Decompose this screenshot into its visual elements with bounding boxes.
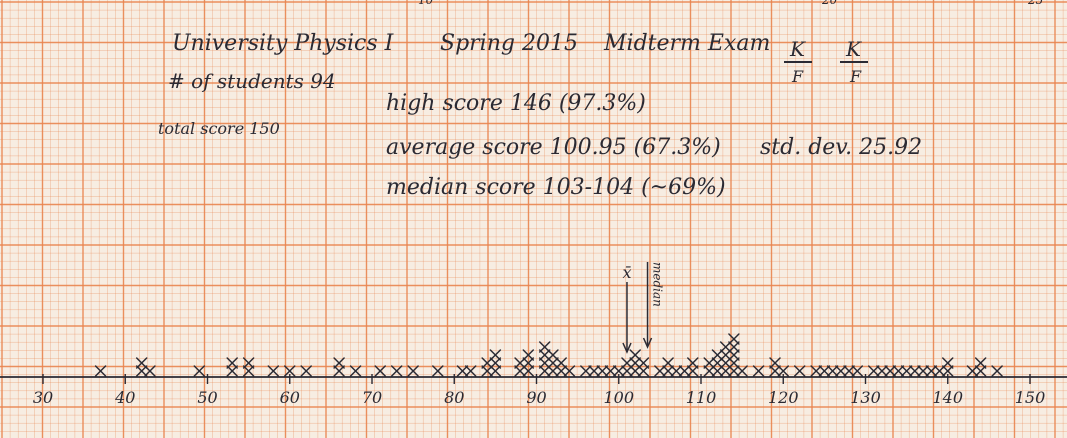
x-tick-label: 140 xyxy=(932,388,963,407)
x-tick-label: 110 xyxy=(686,388,717,407)
student-count: # of students 94 xyxy=(168,69,336,93)
total-score: total score 150 xyxy=(158,119,280,138)
fraction-right-denominator: F xyxy=(849,67,862,86)
top-tick-label-25: 25 xyxy=(1027,0,1043,7)
std-dev: std. dev. 25.92 xyxy=(760,135,922,160)
x-tick-label: 150 xyxy=(1015,388,1046,407)
top-tick-label-20: 20 xyxy=(821,0,838,7)
high-score: high score 146 (97.3%) xyxy=(386,91,646,116)
x-tick-label: 50 xyxy=(197,388,217,407)
mean-label: x̄ xyxy=(622,263,631,282)
average-score: average score 100.95 (67.3%) xyxy=(386,135,721,160)
fraction-left-denominator: F xyxy=(791,67,804,86)
course-title: University Physics I xyxy=(172,31,395,56)
median-score: median score 103-104 (~69%) xyxy=(386,175,726,200)
top-tick-label-10: 10 xyxy=(418,0,434,7)
x-tick-label: 130 xyxy=(850,388,881,407)
x-tick-label: 100 xyxy=(603,388,634,407)
x-tick-label: 40 xyxy=(114,388,135,407)
x-tick-label: 60 xyxy=(280,388,300,407)
x-tick-label: 80 xyxy=(444,388,464,407)
median-label: median xyxy=(651,262,665,307)
x-tick-label: 70 xyxy=(362,388,382,407)
exam-term: Spring 2015 xyxy=(440,31,578,56)
exam-name: Midterm Exam xyxy=(603,31,770,56)
x-tick-label: 120 xyxy=(768,388,799,407)
fraction-left-numerator: K xyxy=(789,37,806,61)
fraction-right-numerator: K xyxy=(845,37,862,61)
x-tick-label: 30 xyxy=(33,388,53,407)
x-tick-label: 90 xyxy=(526,388,546,407)
